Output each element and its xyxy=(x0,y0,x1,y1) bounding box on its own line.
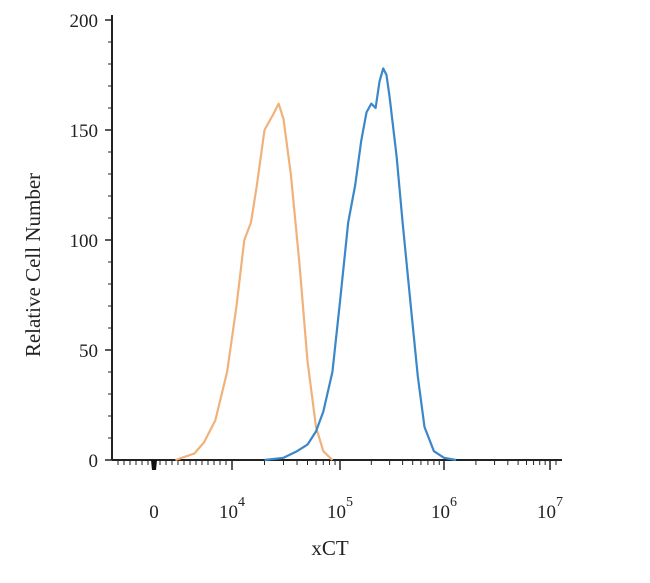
y-tick-label-50: 50 xyxy=(79,341,98,362)
y-tick-label-200: 200 xyxy=(70,11,99,32)
y-axis-title: Relative Cell Number xyxy=(21,173,45,357)
x-tick-label: 0 xyxy=(149,502,159,523)
y-tick-label-150: 150 xyxy=(70,121,99,142)
zero-marker xyxy=(151,460,157,470)
x-axis-title: xCT xyxy=(311,536,349,560)
series-line-2 xyxy=(264,67,457,462)
x-tick-label: 107 xyxy=(537,495,563,523)
y-tick-label-0: 0 xyxy=(89,451,99,472)
x-tick-label: 105 xyxy=(327,495,353,523)
y-tick-label-100: 100 xyxy=(70,231,99,252)
series-line-1 xyxy=(175,102,334,462)
x-tick-label: 104 xyxy=(219,495,245,523)
x-tick-label: 106 xyxy=(431,495,457,523)
